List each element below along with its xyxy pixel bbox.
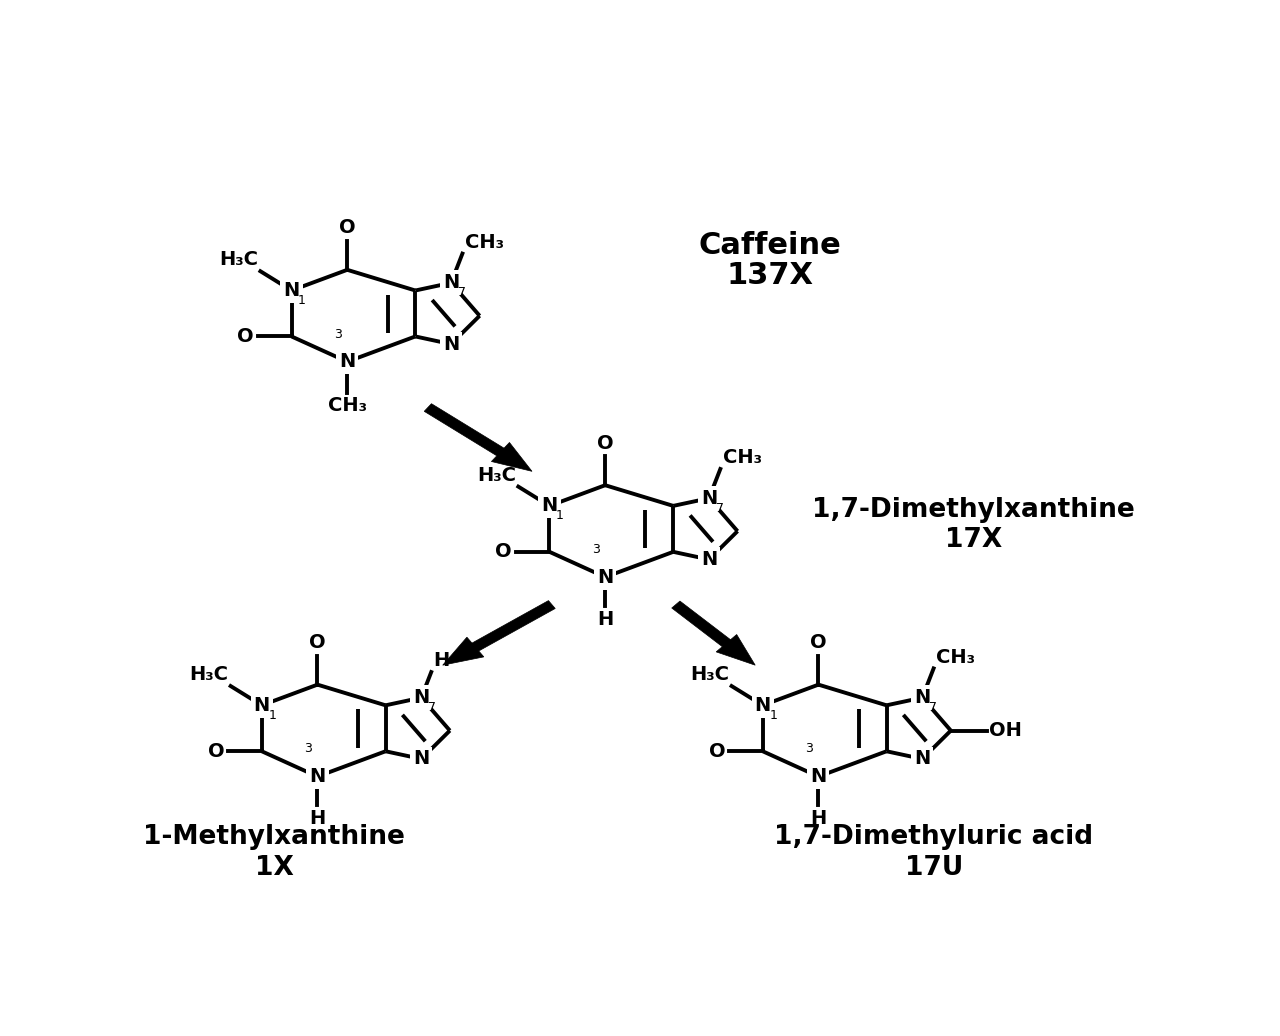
Text: N: N — [283, 281, 300, 300]
Text: N: N — [413, 688, 429, 708]
Text: H: H — [810, 809, 827, 828]
Text: N: N — [413, 749, 429, 769]
Text: N: N — [283, 281, 300, 300]
Text: O: O — [495, 542, 512, 562]
Text: O: O — [810, 633, 827, 652]
Text: 137X: 137X — [727, 261, 814, 290]
Text: N: N — [253, 696, 270, 715]
Text: H₃C: H₃C — [477, 466, 516, 485]
Text: N: N — [914, 688, 931, 708]
Text: 3: 3 — [805, 743, 813, 755]
Text: 17X: 17X — [945, 527, 1002, 553]
Text: 3: 3 — [591, 543, 599, 556]
Text: 7: 7 — [458, 286, 466, 299]
Text: O: O — [709, 742, 726, 760]
Text: N: N — [413, 688, 429, 708]
Text: 17U: 17U — [905, 855, 963, 881]
Polygon shape — [424, 404, 532, 471]
Polygon shape — [443, 601, 556, 665]
Text: 1,7-Dimethyluric acid: 1,7-Dimethyluric acid — [774, 825, 1093, 851]
Text: 3: 3 — [305, 743, 312, 755]
Text: Caffeine: Caffeine — [699, 231, 841, 260]
Text: CH₃: CH₃ — [936, 648, 975, 666]
Text: N: N — [339, 352, 356, 371]
Text: N: N — [755, 696, 771, 715]
Text: N: N — [310, 767, 325, 786]
Text: H: H — [596, 609, 613, 629]
Text: 1X: 1X — [255, 855, 293, 881]
Text: N: N — [541, 496, 558, 515]
Text: N: N — [310, 767, 325, 786]
Text: 1,7-Dimethylxanthine: 1,7-Dimethylxanthine — [812, 497, 1135, 523]
Text: O: O — [310, 633, 326, 652]
Text: N: N — [413, 749, 429, 769]
Text: O: O — [339, 219, 356, 237]
Text: 7: 7 — [428, 701, 435, 714]
Text: N: N — [810, 767, 827, 786]
Text: OH: OH — [989, 721, 1021, 740]
Text: O: O — [237, 327, 253, 346]
Text: 1-Methylxanthine: 1-Methylxanthine — [143, 825, 404, 851]
Text: N: N — [596, 568, 613, 586]
Text: N: N — [914, 688, 931, 708]
Polygon shape — [672, 601, 755, 665]
Text: N: N — [443, 335, 460, 353]
Text: CH₃: CH₃ — [328, 396, 367, 415]
Text: 1: 1 — [556, 510, 564, 522]
Text: CH₃: CH₃ — [465, 233, 504, 252]
Text: N: N — [443, 274, 460, 292]
Text: N: N — [701, 550, 717, 569]
Text: N: N — [339, 352, 356, 371]
Text: 3: 3 — [334, 327, 342, 341]
Text: H₃C: H₃C — [690, 665, 730, 684]
Text: 1: 1 — [769, 709, 777, 722]
Text: N: N — [541, 496, 558, 515]
Text: N: N — [914, 749, 931, 769]
Text: N: N — [701, 550, 717, 569]
Text: N: N — [253, 696, 270, 715]
Text: H₃C: H₃C — [189, 665, 228, 684]
Text: 1: 1 — [269, 709, 276, 722]
Text: N: N — [701, 489, 717, 508]
Text: CH₃: CH₃ — [723, 449, 762, 467]
Text: 1: 1 — [298, 294, 306, 307]
Text: N: N — [701, 489, 717, 508]
Text: H₃C: H₃C — [219, 251, 259, 269]
Text: 7: 7 — [929, 701, 937, 714]
Text: N: N — [755, 696, 771, 715]
Text: N: N — [443, 274, 460, 292]
Text: N: N — [810, 767, 827, 786]
Text: N: N — [443, 335, 460, 353]
Text: N: N — [596, 568, 613, 586]
Text: H: H — [310, 809, 325, 828]
Text: O: O — [596, 434, 613, 453]
Text: O: O — [207, 742, 224, 760]
Text: 7: 7 — [716, 501, 723, 515]
Text: H: H — [434, 652, 449, 670]
Text: N: N — [914, 749, 931, 769]
